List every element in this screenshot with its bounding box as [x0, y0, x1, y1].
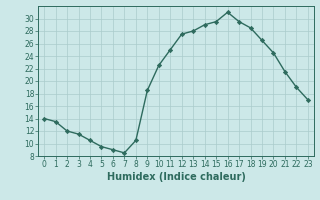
X-axis label: Humidex (Indice chaleur): Humidex (Indice chaleur) — [107, 172, 245, 182]
